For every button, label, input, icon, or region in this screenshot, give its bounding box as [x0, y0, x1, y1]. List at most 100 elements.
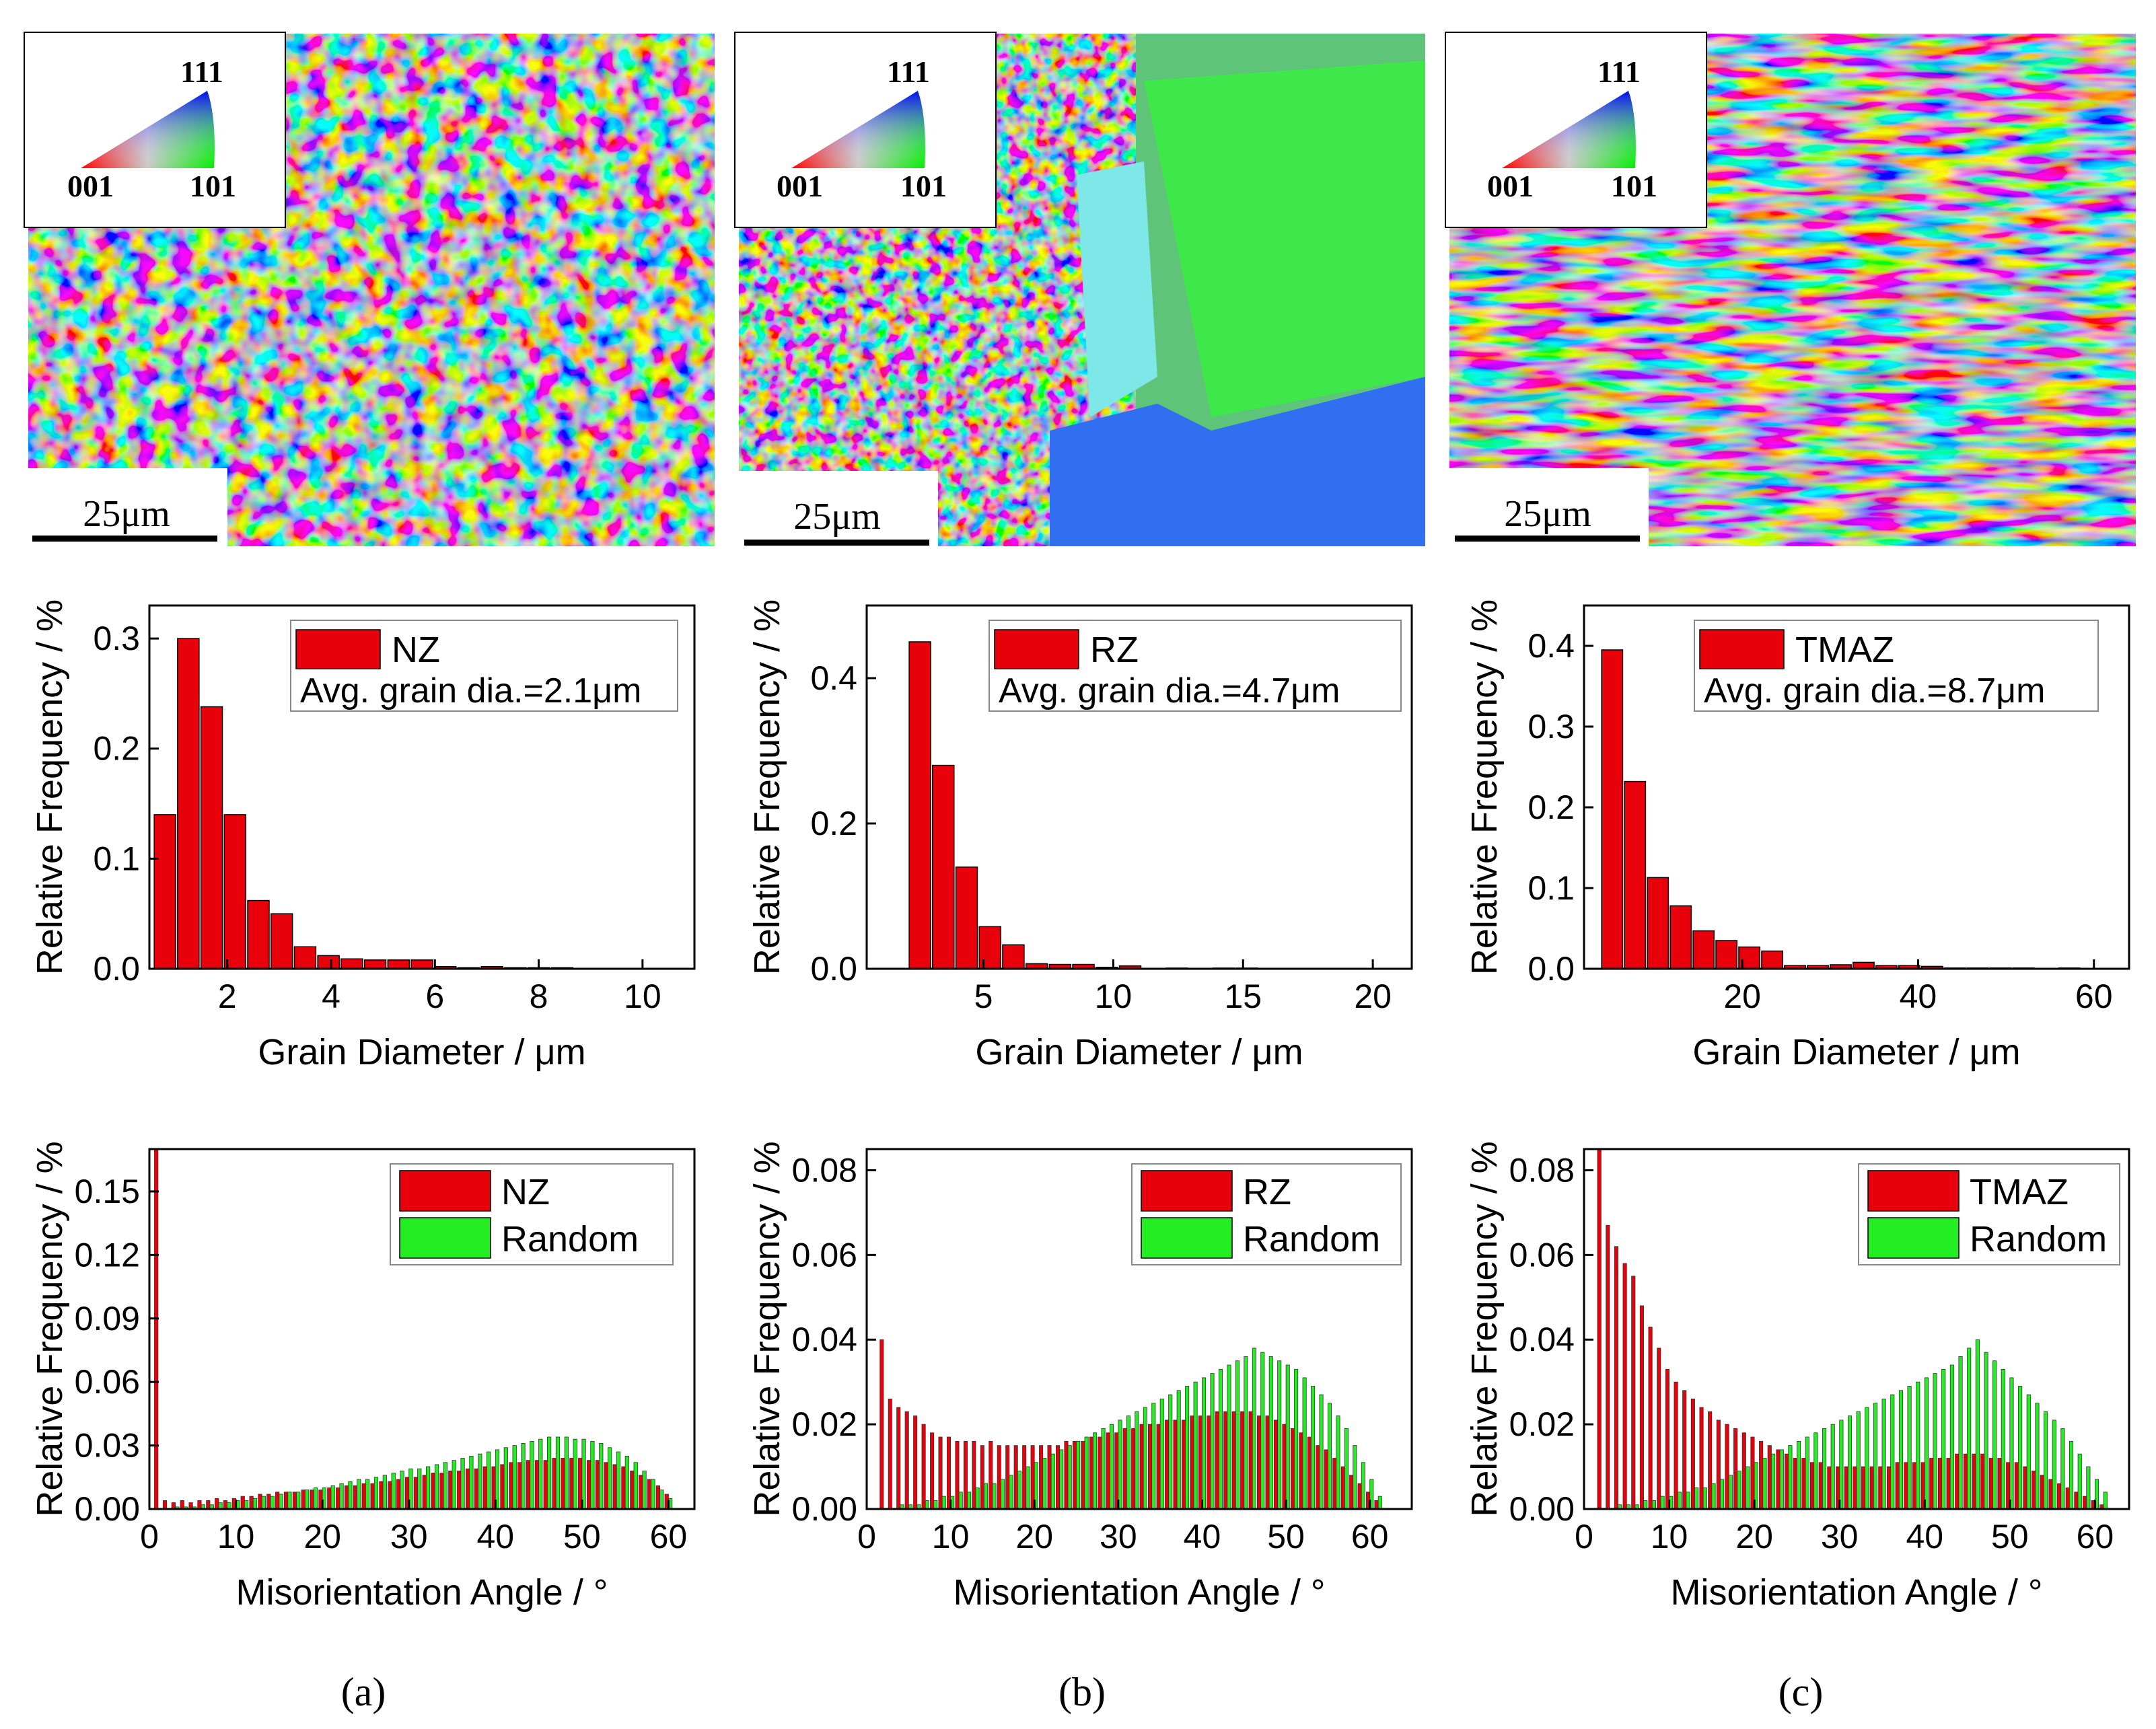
bar-random — [348, 1481, 353, 1510]
bar-zone — [1853, 1466, 1857, 1510]
bar-zone — [1708, 1411, 1713, 1510]
plot-frame — [1583, 604, 2130, 970]
bar-random — [434, 1464, 439, 1510]
bar-random — [1244, 1356, 1248, 1510]
x-tick-label: 60 — [2075, 978, 2113, 1015]
legend-label-zone: NZ — [501, 1172, 550, 1212]
bar-random — [330, 1485, 335, 1510]
bar-zone — [1131, 1428, 1136, 1510]
bar-random — [573, 1438, 577, 1510]
bar-random — [287, 1492, 292, 1510]
bar-zone — [1005, 1445, 1010, 1510]
bar — [1761, 950, 1783, 969]
bar-random — [1151, 1403, 1156, 1510]
ebsd-blue-grain — [1050, 377, 1425, 546]
bar-random — [1737, 1470, 1741, 1510]
bar-random — [2009, 1377, 2014, 1510]
bar-zone — [1139, 1424, 1144, 1510]
bar-zone — [896, 1407, 901, 1510]
y-tick-label: 0.02 — [1509, 1405, 1575, 1443]
bar-zone — [1181, 1420, 1186, 1510]
bar-zone — [353, 1485, 357, 1510]
bar-zone — [1861, 1466, 1866, 1510]
bar-zone — [258, 1494, 262, 1510]
ebsd-map-b: 111 001 101 25μm — [734, 32, 1425, 549]
y-tick-label: 0.4 — [1528, 627, 1575, 665]
bar-zone — [1682, 1390, 1687, 1510]
bar-zone — [997, 1445, 1001, 1510]
bar-random — [339, 1483, 344, 1510]
bar-zone — [361, 1483, 366, 1510]
bar-random — [1949, 1364, 1954, 1510]
bar-zone — [604, 1462, 608, 1510]
bar-random — [1059, 1449, 1064, 1510]
bar-zone — [904, 1411, 909, 1510]
bar-zone — [1759, 1440, 1764, 1510]
bar-random — [1076, 1440, 1081, 1510]
y-tick-label: 0.4 — [810, 659, 857, 697]
bar-zone — [396, 1479, 401, 1510]
bar-zone — [1946, 1458, 1951, 1510]
x-tick-label: 40 — [476, 1518, 514, 1555]
bar-zone — [1231, 1411, 1236, 1510]
bar-zone — [1072, 1440, 1077, 1510]
x-tick-label: 6 — [425, 978, 444, 1015]
bar-random — [1009, 1475, 1013, 1510]
bar-random — [992, 1483, 997, 1510]
bar-random — [1898, 1390, 1903, 1510]
bar-random — [1797, 1440, 1801, 1510]
bar-random — [1702, 1487, 1707, 1510]
bar-random — [313, 1487, 318, 1510]
bar-random — [1924, 1377, 1929, 1510]
bar-zone — [1699, 1407, 1704, 1510]
bar-zone — [1089, 1436, 1093, 1510]
bar-random — [2052, 1420, 2056, 1510]
bar-zone — [482, 1466, 487, 1510]
bar-random — [1822, 1428, 1827, 1510]
bar-random — [547, 1436, 552, 1510]
bar-zone — [647, 1479, 652, 1510]
bar-zone — [1081, 1440, 1085, 1510]
bar-zone — [1904, 1462, 1908, 1510]
grain-size-chart-tmaz: 20 40 60 0.0 0.1 0.2 0.3 0.4 Grain Diameter / μm… — [1464, 599, 2130, 1072]
bar-random — [2018, 1386, 2023, 1510]
scale-bar — [1455, 536, 1640, 542]
bar-zone — [621, 1466, 626, 1510]
bar-zone — [1374, 1500, 1379, 1510]
ipf-triangle-overlay — [81, 91, 215, 168]
bar-zone — [879, 1339, 884, 1510]
x-axis-label: Misorientation Angle / ° — [1671, 1572, 2043, 1613]
panel-label-b: (b) — [1058, 1670, 1106, 1714]
bar-random — [426, 1466, 431, 1510]
bar-random — [1975, 1339, 1980, 1510]
bar-random — [1109, 1424, 1114, 1510]
bar-zone — [534, 1460, 539, 1510]
bar-zone — [301, 1489, 306, 1510]
bar-random — [296, 1492, 301, 1510]
bar-zone — [1122, 1428, 1127, 1510]
bar-zone — [275, 1492, 280, 1510]
bar-zone — [595, 1460, 600, 1510]
bar-zone — [2032, 1470, 2036, 1510]
x-tick-label: 40 — [1184, 1518, 1221, 1555]
bar-zone — [2014, 1462, 2019, 1510]
bar-random — [1327, 1403, 1332, 1510]
bar-zone — [474, 1468, 478, 1510]
y-tick-label: 0.12 — [75, 1236, 140, 1274]
bar-zone — [1173, 1420, 1178, 1510]
bar-random — [1788, 1445, 1793, 1510]
bar-zone — [1690, 1398, 1695, 1510]
bar-random — [417, 1468, 422, 1510]
bar-zone — [1215, 1411, 1219, 1510]
grain-size-chart-rz: 5 10 15 20 0.0 0.2 0.4 Grain Diameter / μm Relat… — [747, 599, 1413, 1072]
ipf-label-001: 001 — [67, 169, 114, 203]
bar-zone — [1240, 1411, 1245, 1510]
bar-zone — [612, 1464, 617, 1510]
bar-zone — [561, 1458, 565, 1510]
bar-random — [270, 1496, 275, 1510]
legend-swatch-random — [399, 1217, 491, 1259]
bar-random — [452, 1460, 456, 1510]
plot-frame — [865, 1148, 1413, 1510]
bar-random — [1235, 1360, 1239, 1510]
y-tick-label: 0.00 — [792, 1490, 857, 1528]
